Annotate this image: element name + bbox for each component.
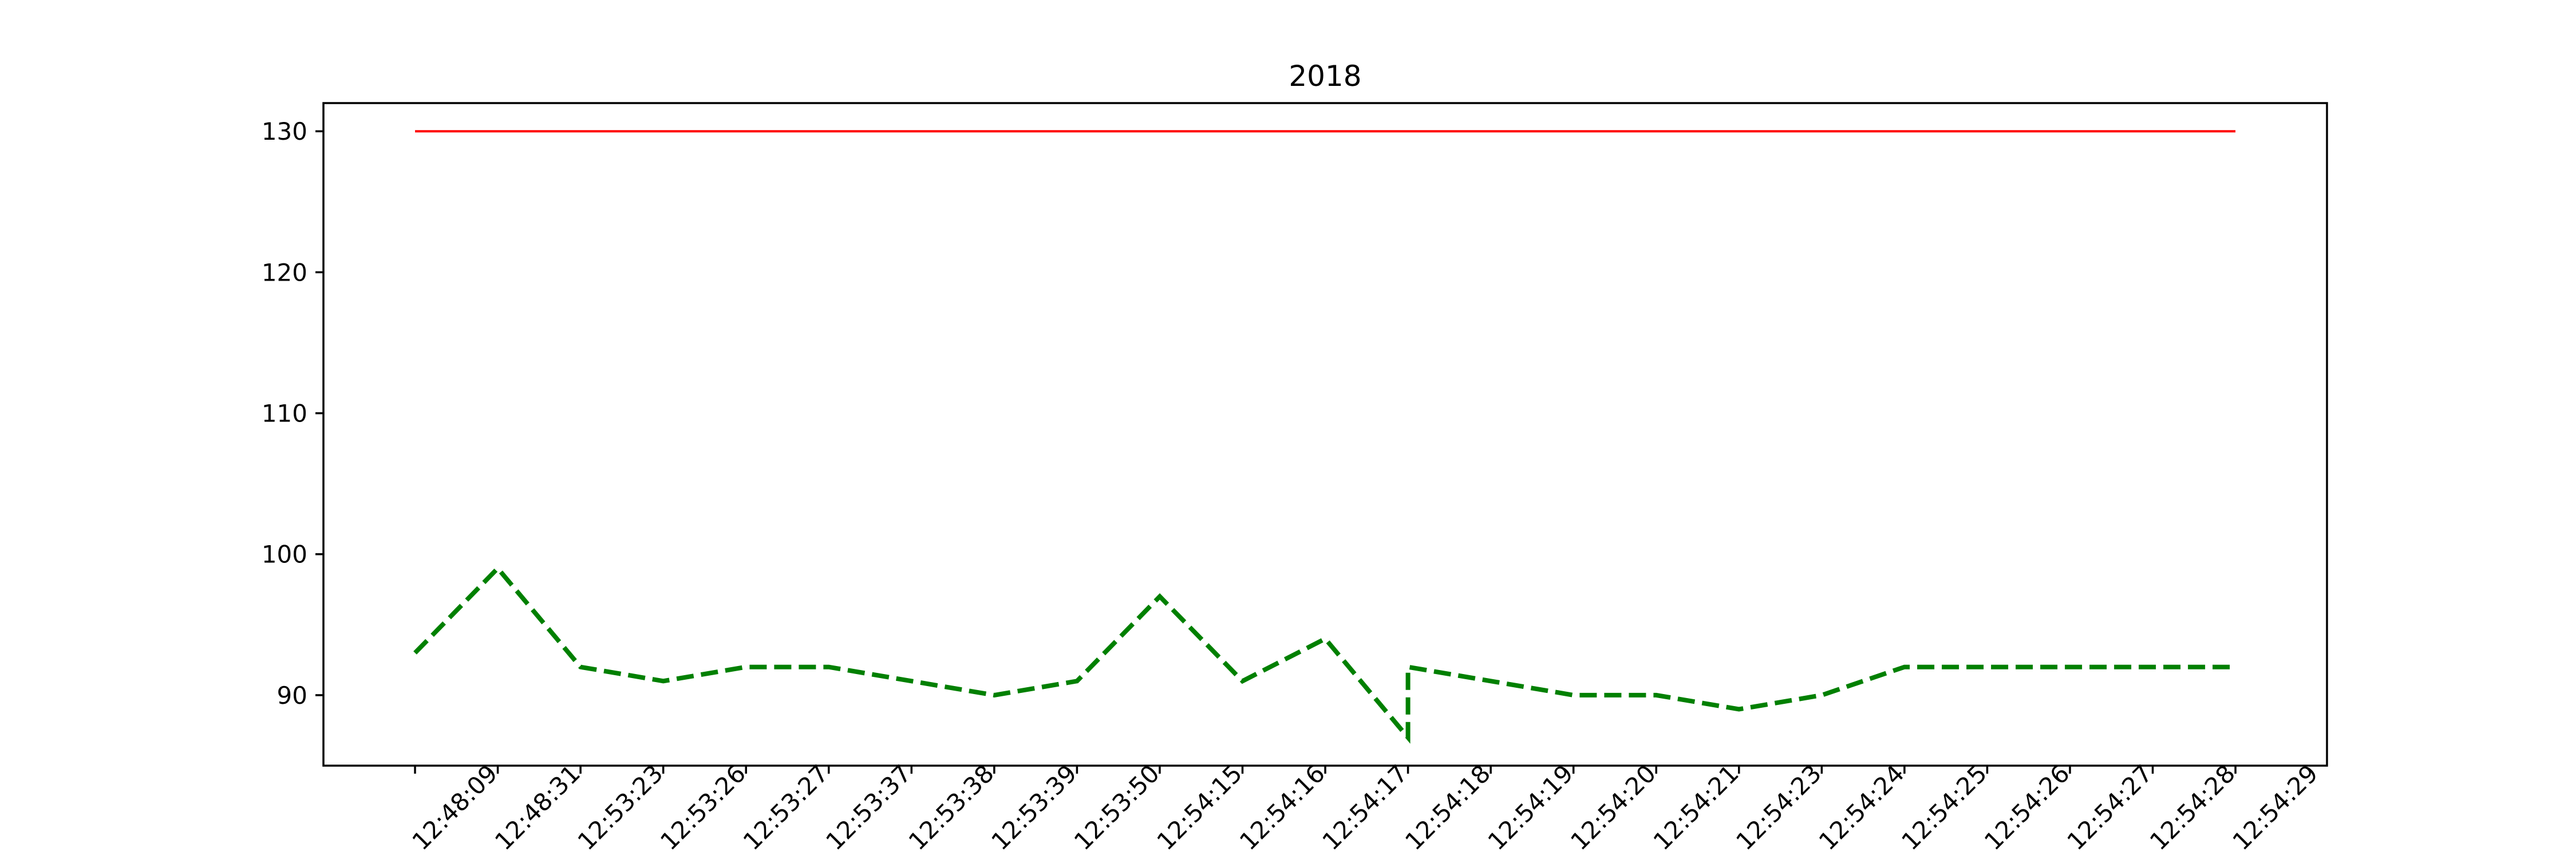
x-tick-label: 12:54:19 <box>1483 759 1579 856</box>
y-tick-label: 110 <box>262 400 307 428</box>
x-tick-label: 12:54:29 <box>2227 759 2324 856</box>
x-tick-label: 12:53:23 <box>572 759 669 856</box>
x-tick-label: 12:54:27 <box>2061 759 2158 856</box>
x-tick-label: 12:54:24 <box>1814 759 1910 856</box>
x-tick-label: 12:53:37 <box>820 759 916 856</box>
y-tick-label: 130 <box>262 117 307 145</box>
x-tick-label: 12:53:27 <box>738 759 834 856</box>
x-tick-label: 12:53:50 <box>1069 759 1165 856</box>
y-tick-label: 90 <box>277 681 307 710</box>
x-axis: 12:48:0912:48:3112:53:2312:53:2612:53:27… <box>406 759 2323 856</box>
x-tick-label: 12:54:15 <box>1151 759 1247 856</box>
x-tick-label: 12:54:16 <box>1234 759 1330 856</box>
x-tick-label: 12:54:25 <box>1896 759 1992 856</box>
y-tick-label: 100 <box>262 541 307 569</box>
x-tick-label: 12:54:23 <box>1730 759 1827 856</box>
x-tick-label: 12:54:18 <box>1400 759 1496 856</box>
x-tick-label: 12:54:26 <box>1979 759 2075 856</box>
x-tick-label: 12:48:31 <box>489 759 586 856</box>
y-axis: 90 100 110 120 130 <box>262 117 323 710</box>
x-tick-label: 12:54:21 <box>1648 759 1744 856</box>
x-tick-label: 12:53:39 <box>986 759 1082 856</box>
x-tick-label: 12:53:38 <box>903 759 999 856</box>
x-tick-label: 12:54:20 <box>1565 759 1661 856</box>
x-tick-label: 12:48:09 <box>406 759 503 856</box>
chart-title: 2018 <box>1289 60 1361 93</box>
x-tick-label: 12:54:28 <box>2144 759 2241 856</box>
x-tick-label: 12:53:26 <box>655 759 751 856</box>
y-tick-label: 120 <box>262 258 307 286</box>
series-layer <box>413 130 2236 744</box>
x-tick-label: 12:54:17 <box>1317 759 1413 856</box>
series-line-1 <box>413 565 2236 744</box>
